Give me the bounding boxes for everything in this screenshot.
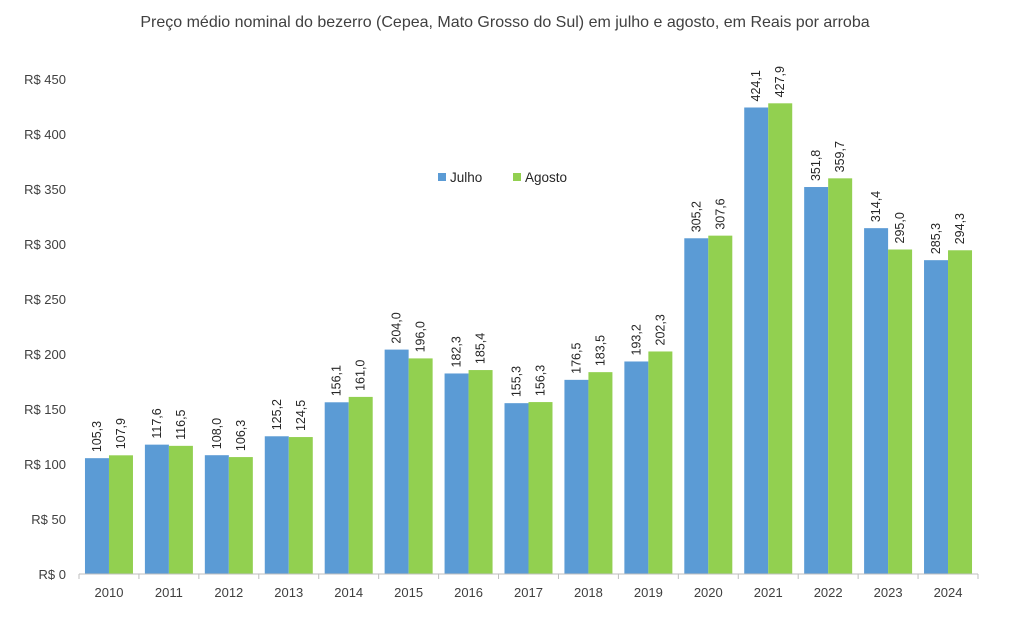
bar-julho-2023 <box>864 228 889 574</box>
bar-agosto-2020 <box>708 235 733 574</box>
legend-swatch-julho <box>438 173 446 181</box>
data-label: 161,0 <box>354 360 368 391</box>
data-label: 183,5 <box>593 335 607 366</box>
legend-swatch-agosto <box>513 173 521 181</box>
y-tick-label: R$ 150 <box>24 402 66 417</box>
bar-julho-2011 <box>144 444 169 574</box>
bar-julho-2017 <box>504 403 529 574</box>
x-tick-label: 2013 <box>274 585 303 600</box>
bar-julho-2015 <box>384 349 409 574</box>
data-label: 107,9 <box>114 418 128 449</box>
bar-agosto-2018 <box>588 372 613 574</box>
x-tick-label: 2024 <box>934 585 963 600</box>
data-label: 185,4 <box>474 333 488 364</box>
bar-agosto-2019 <box>648 351 673 574</box>
bar-agosto-2012 <box>228 457 253 574</box>
data-label: 295,0 <box>893 212 907 243</box>
bar-agosto-2010 <box>108 455 133 574</box>
chart-title: Preço médio nominal do bezerro (Cepea, M… <box>140 14 869 31</box>
x-tick-label: 2014 <box>334 585 363 600</box>
x-tick-label: 2020 <box>694 585 723 600</box>
bar-agosto-2024 <box>948 250 973 574</box>
y-tick-label: R$ 450 <box>24 72 66 87</box>
bar-julho-2014 <box>324 402 349 574</box>
bar-agosto-2013 <box>288 437 313 574</box>
x-tick-label: 2015 <box>394 585 423 600</box>
data-label: 427,9 <box>773 66 787 97</box>
bar-agosto-2016 <box>468 370 493 574</box>
legend-label-julho: Julho <box>450 170 482 185</box>
data-labels: 105,3 107,9 117,6 116,5 108,0 106,3 125,2 124,5… <box>90 66 967 452</box>
data-label: 424,1 <box>749 70 763 101</box>
bar-agosto-2015 <box>408 358 433 574</box>
data-label: 117,6 <box>150 408 164 438</box>
data-label: 204,0 <box>390 312 404 343</box>
x-axis: 2010 2011 2012 2013 2014 2015 2016 2017 2018 2019… <box>78 573 979 600</box>
data-label: 105,3 <box>90 421 104 452</box>
bar-julho-2016 <box>444 373 469 574</box>
bar-agosto-2011 <box>168 445 193 574</box>
bar-agosto-2021 <box>768 103 793 574</box>
data-label: 182,3 <box>450 336 464 367</box>
bar-agosto-2014 <box>348 396 373 574</box>
legend-label-agosto: Agosto <box>525 170 567 185</box>
y-tick-label: R$ 100 <box>24 457 66 472</box>
data-label: 106,3 <box>234 420 248 451</box>
bar-julho-2024 <box>924 260 949 574</box>
bar-julho-2022 <box>804 187 829 574</box>
x-tick-label: 2010 <box>95 585 124 600</box>
x-tick-label: 2011 <box>155 585 183 600</box>
bar-julho-2021 <box>744 107 769 575</box>
x-tick-label: 2012 <box>214 585 243 600</box>
data-label: 193,2 <box>629 324 643 355</box>
x-tick-label: 2016 <box>454 585 483 600</box>
bars <box>84 103 973 575</box>
y-tick-label: R$ 300 <box>24 237 66 252</box>
x-tick-label: 2023 <box>874 585 903 600</box>
data-label: 124,5 <box>294 400 308 431</box>
data-label: 155,3 <box>510 366 524 397</box>
data-label: 196,0 <box>414 321 428 352</box>
legend: Julho Agosto <box>438 170 567 185</box>
data-label: 176,5 <box>569 343 583 374</box>
data-label: 305,2 <box>689 201 703 232</box>
data-label: 359,7 <box>833 141 847 172</box>
bar-julho-2019 <box>624 361 649 574</box>
x-tick-label: 2019 <box>634 585 663 600</box>
data-label: 351,8 <box>809 150 823 181</box>
y-axis: R$ 0 R$ 50 R$ 100 R$ 150 R$ 200 R$ 250 R$ 300 R… <box>24 72 66 582</box>
y-tick-label: R$ 200 <box>24 347 66 362</box>
data-label: 108,0 <box>210 418 224 449</box>
y-tick-label: R$ 350 <box>24 182 66 197</box>
x-tick-label: 2022 <box>814 585 843 600</box>
x-tick-label: 2017 <box>514 585 543 600</box>
bar-julho-2010 <box>84 458 109 574</box>
data-label: 202,3 <box>653 314 667 345</box>
bar-julho-2013 <box>264 436 289 574</box>
y-tick-label: R$ 0 <box>39 567 66 582</box>
x-tick-label: 2021 <box>754 585 783 600</box>
data-label: 156,3 <box>534 365 548 396</box>
bar-julho-2018 <box>564 379 589 574</box>
y-tick-label: R$ 250 <box>24 292 66 307</box>
data-label: 125,2 <box>270 399 284 430</box>
bar-agosto-2023 <box>888 249 913 574</box>
bar-agosto-2022 <box>828 178 853 574</box>
y-tick-label: R$ 400 <box>24 127 66 142</box>
bar-agosto-2017 <box>528 402 553 574</box>
data-label: 307,6 <box>713 198 727 229</box>
y-tick-label: R$ 50 <box>31 512 66 527</box>
x-tick-label: 2018 <box>574 585 603 600</box>
data-label: 156,1 <box>330 365 344 396</box>
bar-julho-2012 <box>204 455 229 574</box>
data-label: 294,3 <box>953 213 967 244</box>
data-label: 116,5 <box>174 409 188 439</box>
data-label: 314,4 <box>869 191 883 222</box>
bar-julho-2020 <box>684 238 709 574</box>
data-label: 285,3 <box>929 223 943 254</box>
